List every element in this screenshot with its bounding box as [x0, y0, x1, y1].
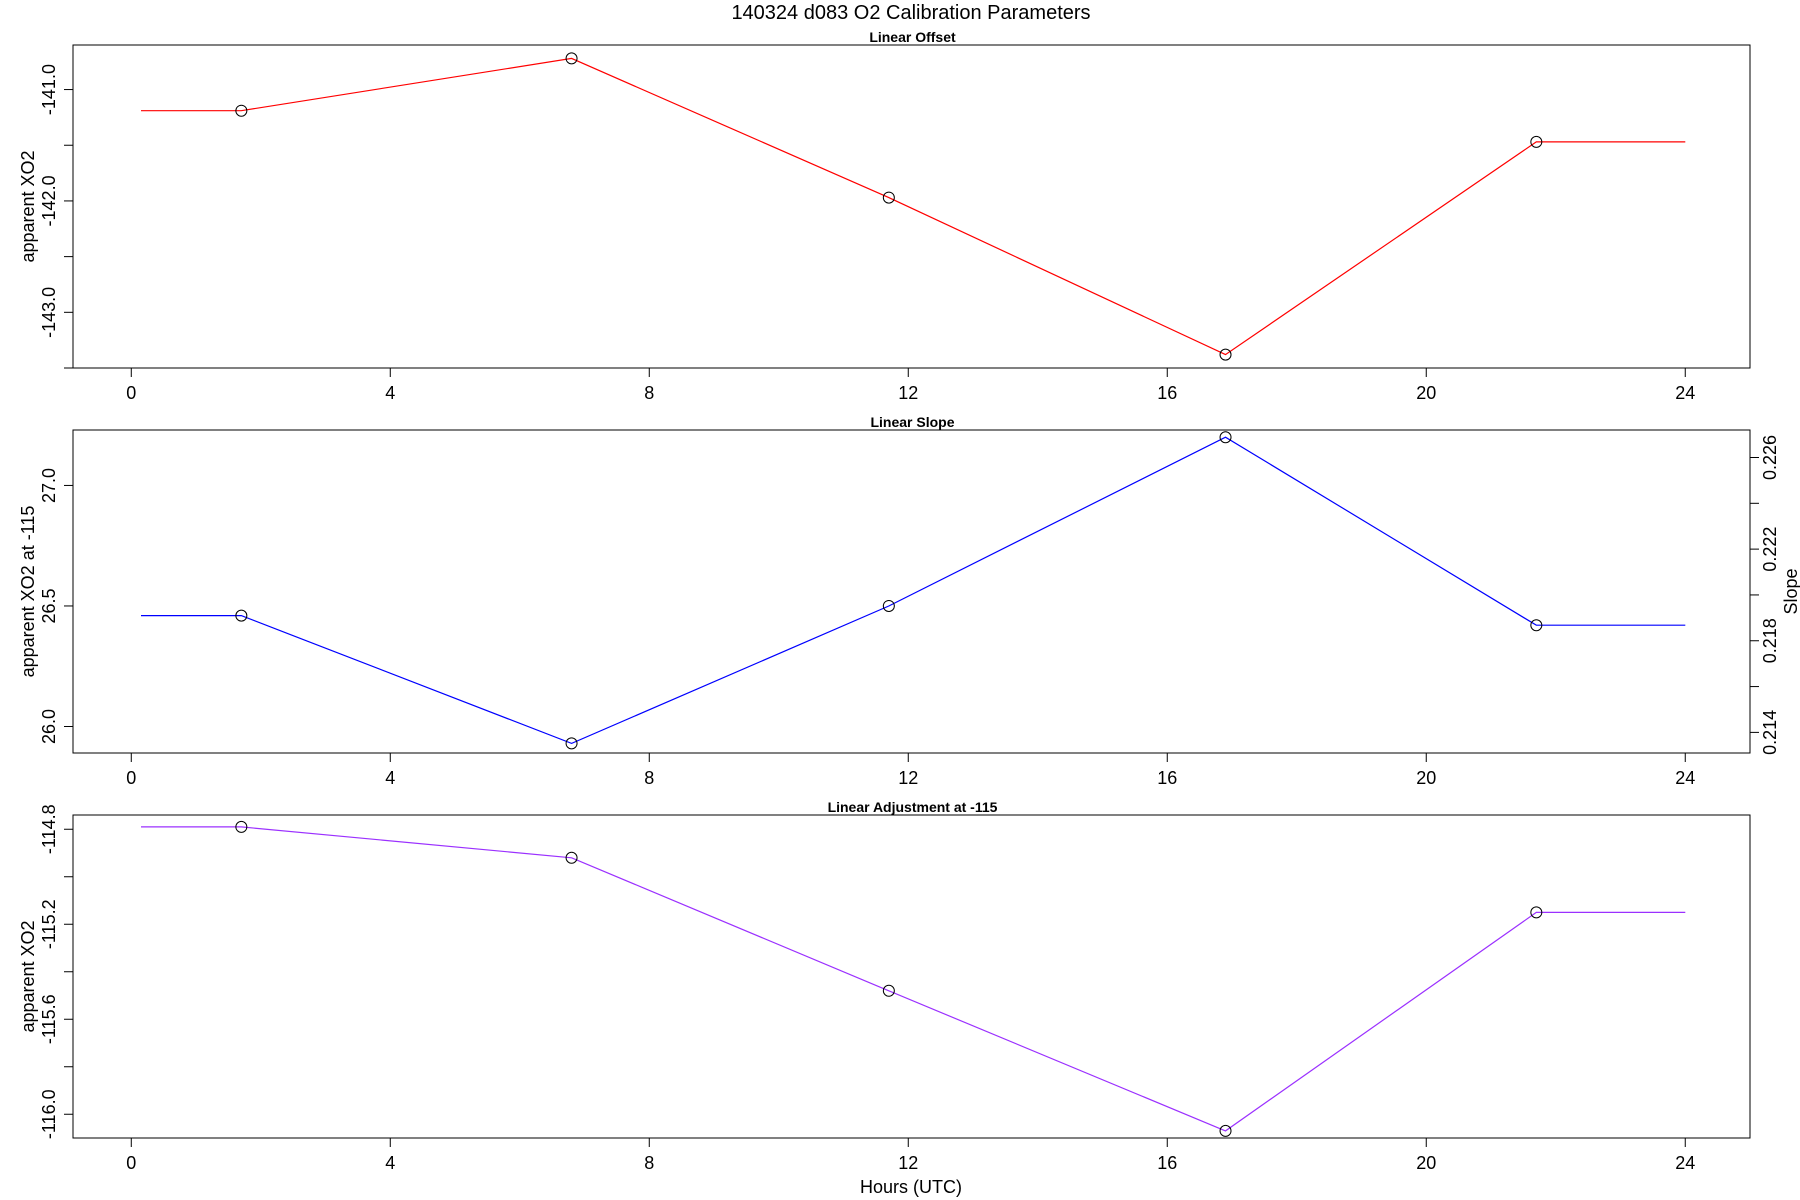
- chart-panels: Linear Offset 0 4 8 12 16 20 24 -143.0 -142.0 -141…: [18, 29, 1800, 1173]
- y-tick-label: -116.0: [39, 1089, 59, 1139]
- y-tick-label: -115.2: [39, 899, 59, 949]
- y-axis-label: apparent XO2: [18, 150, 38, 262]
- chart-panel-1: Linear Offset 0 4 8 12 16 20 24 -143.0 -142.0 -141…: [18, 29, 1751, 403]
- x-tick-label: 12: [898, 1153, 918, 1173]
- y-tick-label: 26.0: [39, 709, 59, 744]
- x-tick-label: 8: [644, 1153, 654, 1173]
- x-tick-label: 24: [1675, 768, 1695, 788]
- x-tick-label: 4: [385, 383, 395, 403]
- x-tick-label: 0: [126, 1153, 136, 1173]
- x-tick-label: 0: [126, 383, 136, 403]
- series-line: [141, 436, 1686, 745]
- x-tick-label: 24: [1675, 1153, 1695, 1173]
- data-point-marker: [565, 737, 578, 750]
- y2-tick-label: 0.214: [1760, 710, 1780, 755]
- plot-frame: [72, 429, 1751, 754]
- x-tick-label: 16: [1157, 383, 1177, 403]
- y-tick-label: -115.6: [39, 994, 59, 1044]
- data-point-marker: [565, 851, 578, 864]
- y2-tick-label: 0.222: [1760, 527, 1780, 572]
- data-point-marker: [1530, 906, 1543, 919]
- x-tick-label: 8: [644, 768, 654, 788]
- x-tick-label: 4: [385, 1153, 395, 1173]
- panel-title: Linear Slope: [870, 414, 954, 430]
- data-point-marker: [1219, 348, 1232, 361]
- x-tick-label: 0: [126, 768, 136, 788]
- data-point-marker: [882, 984, 895, 997]
- y-axis-label: apparent XO2 at -115: [18, 506, 38, 678]
- x-tick-label: 24: [1675, 383, 1695, 403]
- x-tick-label: 8: [644, 383, 654, 403]
- x-tick-label: 20: [1416, 768, 1436, 788]
- data-point-marker: [882, 599, 895, 612]
- y2-axis-label: Slope: [1781, 568, 1800, 614]
- data-point-marker: [1219, 431, 1232, 444]
- x-tick-label: 16: [1157, 768, 1177, 788]
- x-axis-label: Hours (UTC): [860, 1177, 962, 1197]
- y-axis-label: apparent XO2: [18, 920, 38, 1032]
- series-line: [141, 826, 1686, 1132]
- data-point-marker: [235, 820, 248, 833]
- data-point-marker: [235, 104, 248, 117]
- chart-panel-3: Linear Adjustment at -115 0 4 8 12 16 20 24 -116…: [18, 799, 1751, 1173]
- x-tick-label: 4: [385, 768, 395, 788]
- data-point-marker: [1530, 619, 1543, 632]
- y2-tick-label: 0.226: [1760, 435, 1780, 480]
- x-tick-label: 12: [898, 383, 918, 403]
- plot-frame: [72, 44, 1751, 369]
- y-tick-label: -141.0: [39, 64, 59, 115]
- y-tick-label: -114.8: [39, 804, 59, 854]
- data-point-marker: [235, 609, 248, 622]
- panel-title: Linear Adjustment at -115: [828, 799, 998, 815]
- y2-tick-label: 0.218: [1760, 618, 1780, 663]
- data-point-marker: [1530, 135, 1543, 148]
- x-tick-label: 16: [1157, 1153, 1177, 1173]
- y-tick-label: 27.0: [39, 468, 59, 503]
- panel-title: Linear Offset: [869, 29, 956, 45]
- chart-panel-2: Linear Slope 0 4 8 12 16 20 24 26.0 26.5 27.0appar…: [18, 414, 1800, 788]
- figure-title: 140324 d083 O2 Calibration Parameters: [731, 2, 1090, 24]
- x-tick-label: 20: [1416, 383, 1436, 403]
- plot-frame: [72, 814, 1751, 1139]
- x-tick-label: 12: [898, 768, 918, 788]
- y-tick-label: -143.0: [39, 287, 59, 338]
- series-line: [141, 57, 1686, 356]
- x-tick-label: 20: [1416, 1153, 1436, 1173]
- data-point-marker: [1219, 1124, 1232, 1137]
- data-point-marker: [565, 52, 578, 65]
- data-point-marker: [882, 191, 895, 204]
- y-tick-label: 26.5: [39, 588, 59, 623]
- y-tick-label: -142.0: [39, 175, 59, 226]
